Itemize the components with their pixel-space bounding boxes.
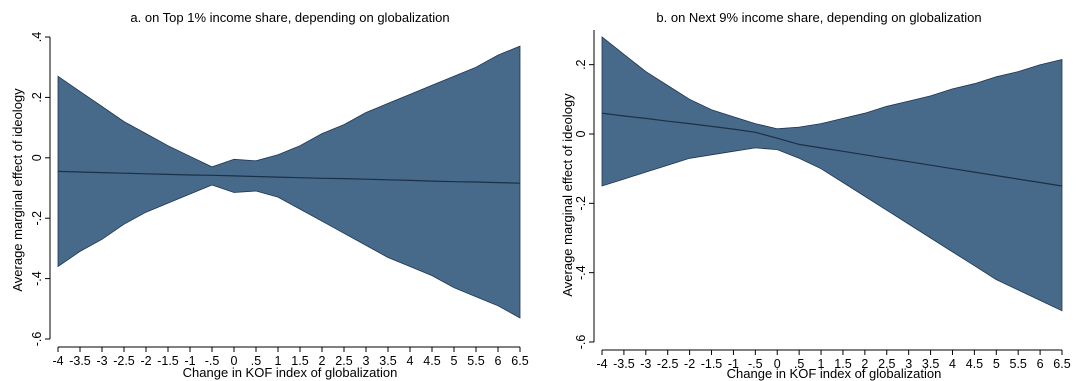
x-tick-label: 2 <box>861 357 868 371</box>
y-tick-label: -.6 <box>30 332 44 347</box>
y-tick-label: 0 <box>574 130 588 137</box>
x-tick-label: 4.5 <box>966 357 983 371</box>
x-tick-label: -1.5 <box>157 354 179 368</box>
x-tick-label: 6 <box>1037 357 1044 371</box>
marginal-effect-line <box>601 112 1063 187</box>
marginal-effect-line <box>57 170 521 184</box>
x-tick-label: -2 <box>140 354 151 368</box>
y-tick-label: .2 <box>30 92 44 102</box>
y-tick-label: -.4 <box>574 265 588 280</box>
x-tick-label: 0 <box>774 357 781 371</box>
x-tick-label: 5.5 <box>467 354 484 368</box>
y-tick-label: -.6 <box>574 335 588 350</box>
x-tick-label: 4 <box>949 357 956 371</box>
x-tick-label: 3 <box>905 357 912 371</box>
x-tick-label: 2 <box>319 354 326 368</box>
chart-panel-a: a. on Top 1% income share, depending on … <box>10 10 529 380</box>
y-tick-label: 0 <box>30 154 44 161</box>
x-tick-label: 2.5 <box>878 357 895 371</box>
y-tick-label: -.4 <box>30 271 44 286</box>
x-tick-label: 0 <box>231 354 238 368</box>
x-tick-label: 1 <box>818 357 825 371</box>
x-tick-label: -4 <box>596 357 607 371</box>
x-tick-label: -3.5 <box>69 354 91 368</box>
x-tick-label: -4 <box>52 354 63 368</box>
chart-title: a. on Top 1% income share, depending on … <box>130 10 449 25</box>
x-tick-label: -1 <box>728 357 739 371</box>
y-axis-label: Average marginal effect of ideology <box>10 88 25 292</box>
x-tick-label: 3.5 <box>922 357 939 371</box>
y-tick-label: .4 <box>30 32 44 42</box>
x-tick-label: 6.5 <box>511 354 528 368</box>
x-tick-label: -2.5 <box>113 354 135 368</box>
x-tick-label: -3 <box>96 354 107 368</box>
chart-panel-b: b. on Next 9% income share, depending on… <box>560 10 1071 381</box>
x-tick-label: 3.5 <box>379 354 396 368</box>
x-tick-label: .5 <box>794 357 804 371</box>
x-axis-label: Change in KOF index of globalization <box>727 366 942 381</box>
x-tick-label: -1 <box>184 354 195 368</box>
x-tick-label: 4 <box>407 354 414 368</box>
x-tick-label: 1.5 <box>834 357 851 371</box>
x-tick-label: 5 <box>993 357 1000 371</box>
y-axis-label: Average marginal effect of ideology <box>560 93 575 297</box>
x-tick-label: 5 <box>451 354 458 368</box>
x-tick-label: -2 <box>684 357 695 371</box>
x-tick-label: 2.5 <box>335 354 352 368</box>
x-tick-label: 4.5 <box>423 354 440 368</box>
x-tick-label: -3 <box>640 357 651 371</box>
x-tick-label: -3.5 <box>613 357 635 371</box>
x-tick-label: -2.5 <box>657 357 679 371</box>
x-tick-label: -.5 <box>205 354 220 368</box>
x-tick-label: -.5 <box>748 357 763 371</box>
confidence-band <box>601 36 1063 312</box>
x-tick-label: -1.5 <box>701 357 723 371</box>
x-tick-label: 1 <box>275 354 282 368</box>
x-tick-label: 1.5 <box>291 354 308 368</box>
x-tick-label: 6 <box>495 354 502 368</box>
y-tick-label: -.2 <box>30 211 44 226</box>
chart-title: b. on Next 9% income share, depending on… <box>656 10 981 25</box>
x-tick-label: 5.5 <box>1010 357 1027 371</box>
confidence-band <box>57 45 521 319</box>
x-tick-label: .5 <box>251 354 261 368</box>
x-tick-label: 6.5 <box>1053 357 1070 371</box>
x-axis-label: Change in KOF index of globalization <box>183 365 398 380</box>
y-tick-label: -.2 <box>574 196 588 211</box>
y-tick-label: .2 <box>574 59 588 69</box>
x-tick-label: 3 <box>363 354 370 368</box>
